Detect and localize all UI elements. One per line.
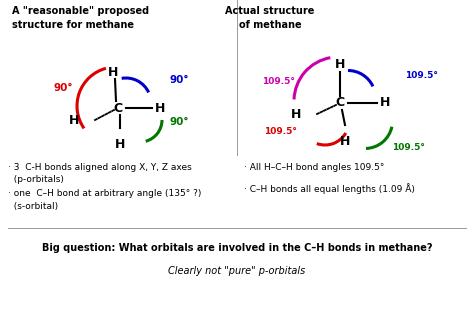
Text: 109.5°: 109.5° — [405, 72, 438, 80]
Text: H: H — [69, 113, 79, 127]
Text: 109.5°: 109.5° — [264, 127, 296, 137]
Text: H: H — [335, 58, 345, 72]
Text: H: H — [108, 66, 118, 78]
Text: H: H — [155, 101, 165, 115]
Text: 90°: 90° — [170, 117, 190, 127]
Text: 109.5°: 109.5° — [392, 143, 425, 153]
Text: Clearly not "pure" p-orbitals: Clearly not "pure" p-orbitals — [168, 266, 306, 276]
Text: 90°: 90° — [53, 83, 73, 93]
Text: Actual structure
of methane: Actual structure of methane — [225, 6, 315, 30]
Text: 109.5°: 109.5° — [262, 78, 294, 86]
Text: · C–H bonds all equal lengths (1.09 Å): · C–H bonds all equal lengths (1.09 Å) — [244, 183, 415, 194]
Text: H: H — [115, 138, 125, 151]
Text: H: H — [340, 135, 350, 148]
Text: A "reasonable" proposed
structure for methane: A "reasonable" proposed structure for me… — [12, 6, 149, 30]
Text: H: H — [380, 96, 390, 110]
Text: C: C — [113, 101, 123, 115]
Text: · All H–C–H bond angles 109.5°: · All H–C–H bond angles 109.5° — [244, 163, 384, 172]
Text: 90°: 90° — [170, 75, 190, 85]
Text: C: C — [336, 96, 345, 110]
Text: H: H — [291, 107, 301, 121]
Text: · 3  C-H bonds aligned along X, Y, Z axes
  (p-orbitals): · 3 C-H bonds aligned along X, Y, Z axes… — [8, 163, 192, 185]
Text: Big question: What orbitals are involved in the C–H bonds in methane?: Big question: What orbitals are involved… — [42, 243, 432, 253]
Text: · one  C–H bond at arbitrary angle (135° ?)
  (s-orbital): · one C–H bond at arbitrary angle (135° … — [8, 189, 201, 210]
